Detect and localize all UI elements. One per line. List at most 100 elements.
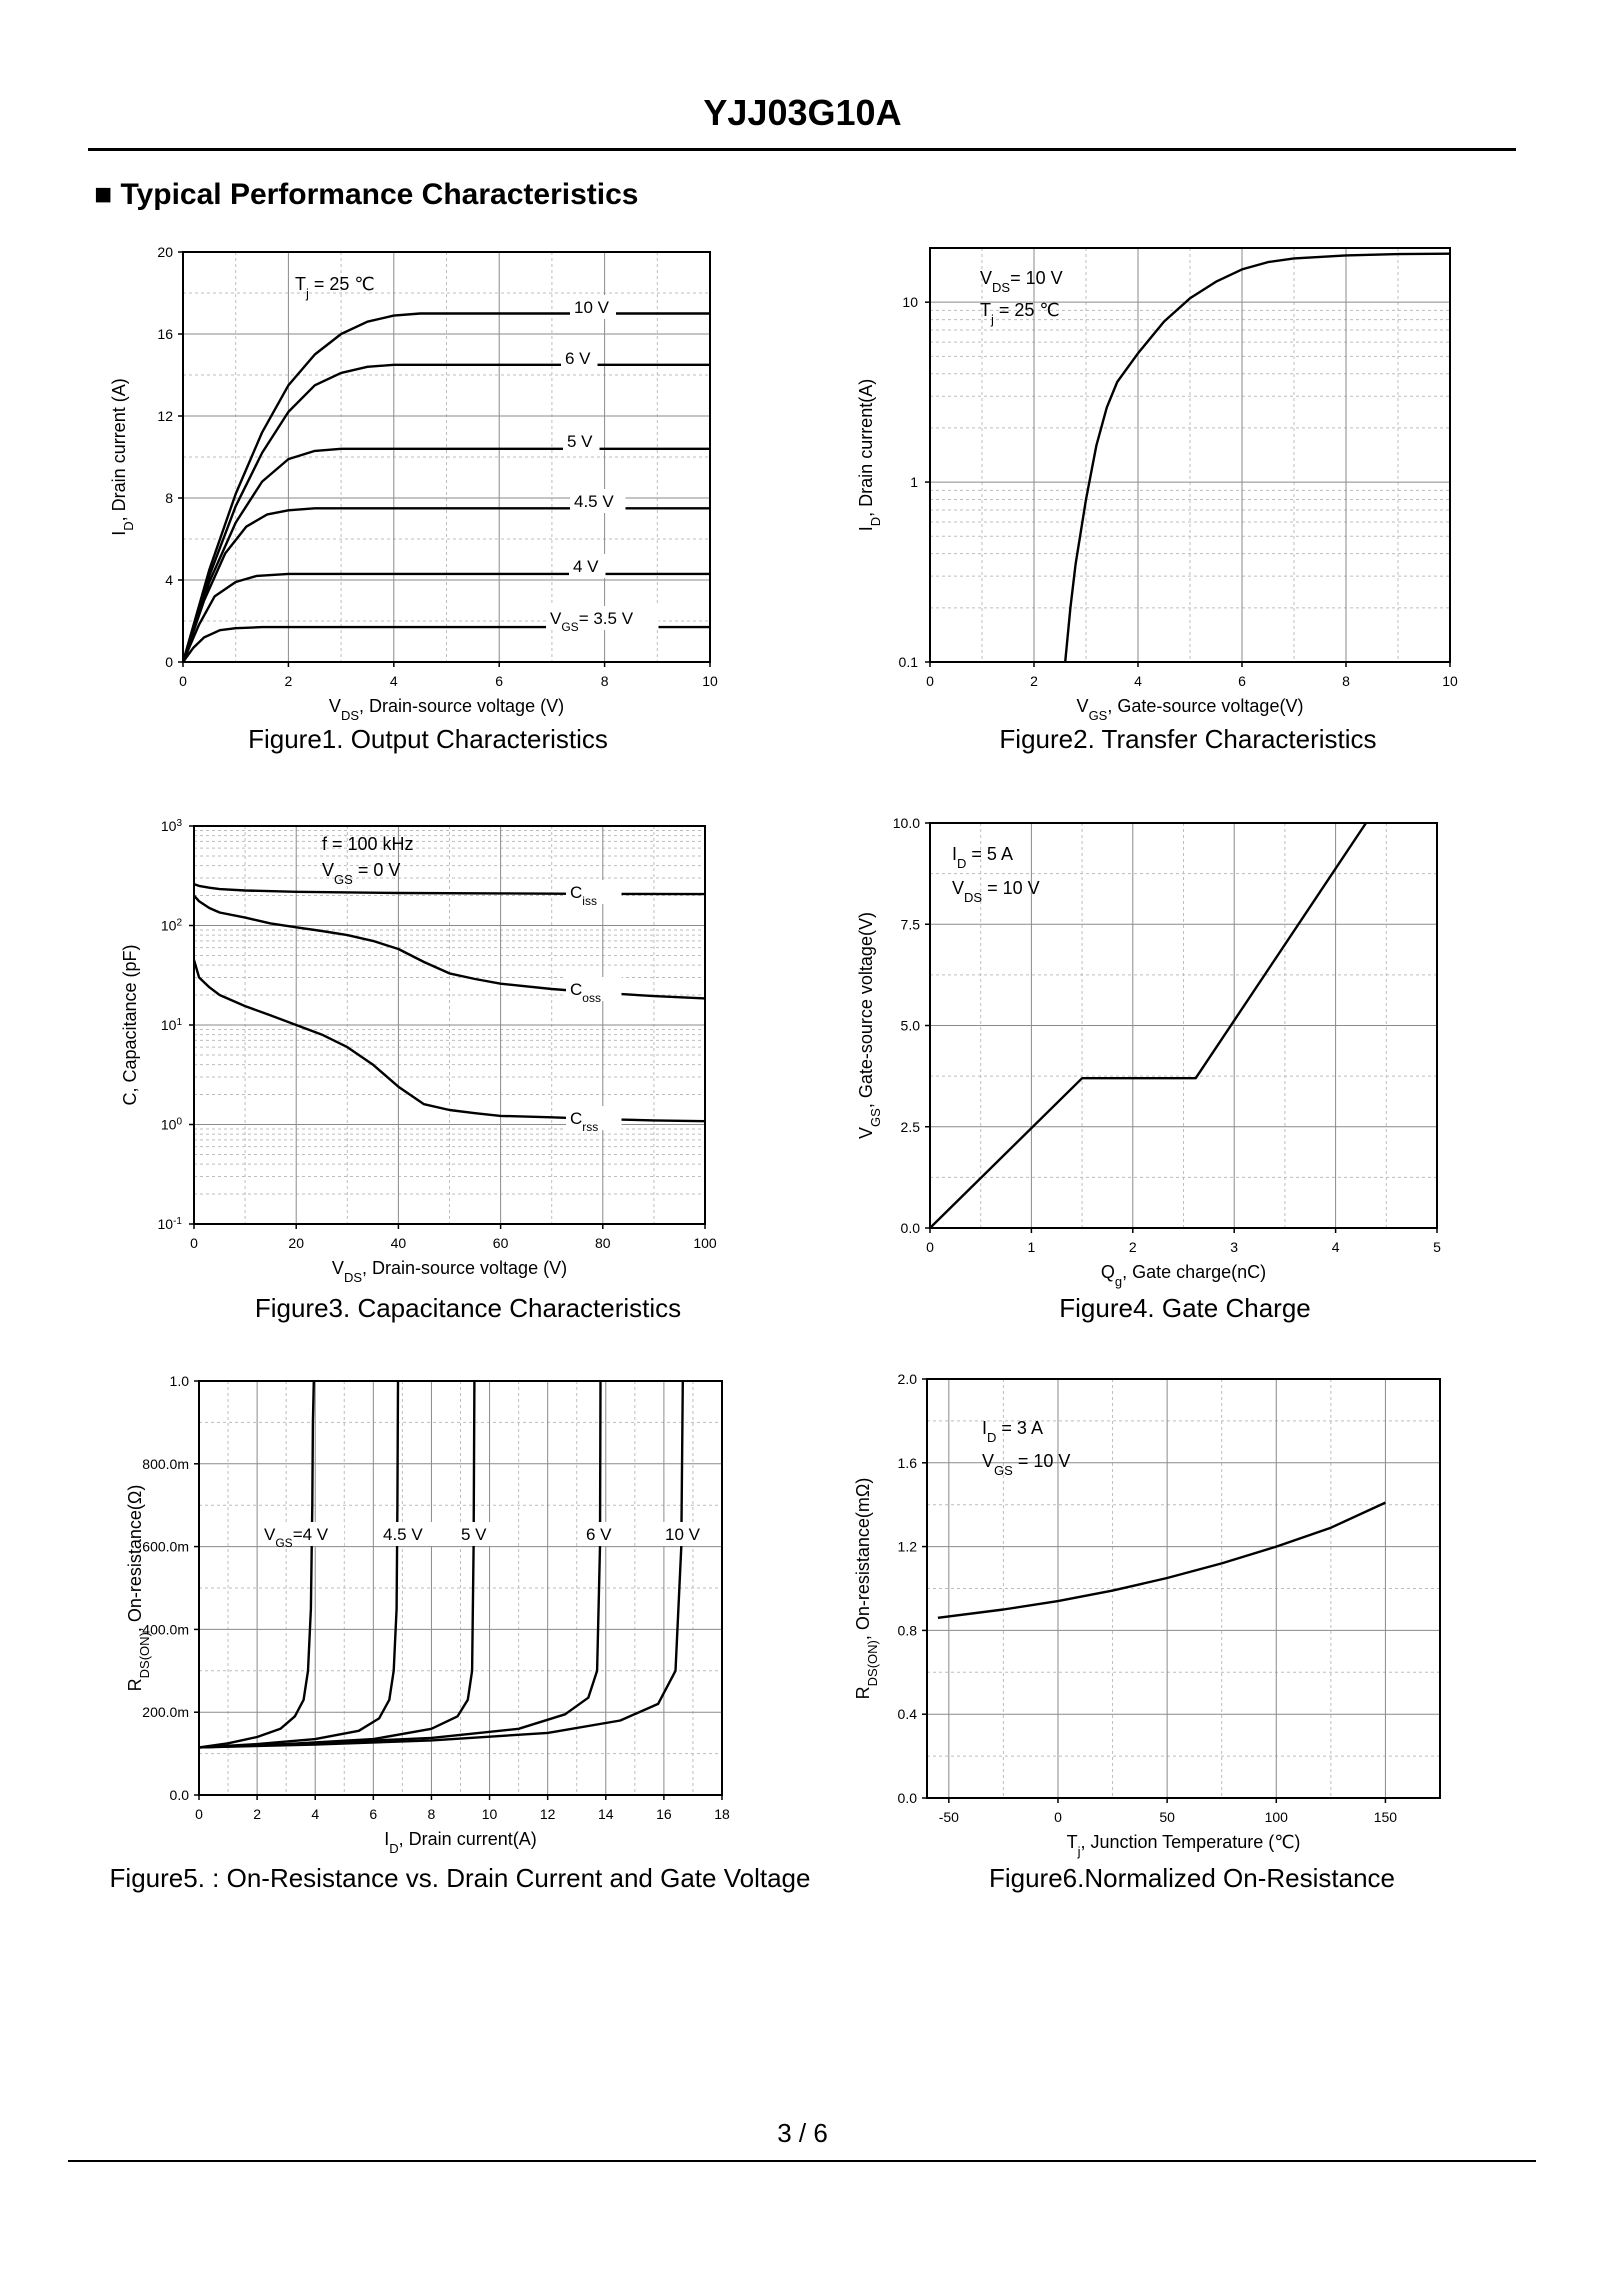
fig3-series-label: Ciss xyxy=(570,883,597,908)
fig3-y-tick-label: 100 xyxy=(161,1116,183,1133)
fig1-series-line xyxy=(182,625,710,663)
fig2-minor-grid xyxy=(930,247,1450,662)
fig5-y-tick-label: 0.0 xyxy=(170,1787,190,1803)
fig1-x-tick-label: 10 xyxy=(702,673,718,689)
fig1-y-tick-label: 0 xyxy=(165,654,173,670)
fig1-series-label: 10 V xyxy=(574,298,610,317)
fig5-x-tick-label: 14 xyxy=(598,1806,614,1822)
fig1-series-label: 5 V xyxy=(567,432,593,451)
fig4-x-tick-label: 4 xyxy=(1332,1239,1340,1255)
fig5-x-axis-label: ID, Drain current(A) xyxy=(384,1829,536,1856)
fig1-x-tick-label: 4 xyxy=(390,673,398,689)
fig3-series-line xyxy=(193,894,706,1000)
fig2-plot-frame xyxy=(929,247,1451,663)
fig6-caption: Figure6.Normalized On-Resistance xyxy=(989,1863,1395,1893)
fig3-series-line xyxy=(192,959,706,1123)
fig2-x-tick-label: 2 xyxy=(1030,673,1038,689)
fig4-y-tick-label: 7.5 xyxy=(901,916,921,932)
fig3-caption: Figure3. Capacitance Characteristics xyxy=(255,1293,681,1323)
fig3-x-tick-label: 0 xyxy=(190,1235,198,1251)
fig2-x-tick-label: 8 xyxy=(1342,673,1350,689)
fig5-y-axis-label: RDS(ON), On-resistance(Ω) xyxy=(125,1485,152,1692)
fig1-series-line xyxy=(181,363,710,663)
fig4-y-tick-label: 10.0 xyxy=(893,815,920,831)
fig1-annotation: Tj = 25 ℃ xyxy=(295,274,375,301)
fig1-series-line xyxy=(181,507,710,663)
fig6-x-tick-label: 100 xyxy=(1265,1809,1289,1825)
fig5-series-line xyxy=(198,1380,684,1749)
fig3-series-label-bg xyxy=(566,880,622,904)
fig1-series-label: 6 V xyxy=(565,349,591,368)
fig1-y-axis-label: ID, Drain current (A) xyxy=(109,378,136,535)
fig1-series-label-bg xyxy=(570,295,616,319)
fig4-chart: 0 1 2 3 4 5 0.0 2.5 5.0 7.5 10.0 Qg, Gate charge(nC… xyxy=(856,815,1441,1323)
fig5-caption: Figure5. : On-Resistance vs. Drain Curre… xyxy=(110,1863,811,1893)
fig4-x-tick-label: 2 xyxy=(1129,1239,1137,1255)
fig6-y-axis-label: RDS(ON), On-resistance(mΩ) xyxy=(853,1478,880,1700)
fig1-series-label-bg xyxy=(569,554,606,578)
fig4-x-tick-label: 1 xyxy=(1028,1239,1036,1255)
fig5-x-tick-label: 4 xyxy=(311,1806,319,1822)
fig2-chart: 0 2 4 6 8 10 0.1 1 10 VGS, Gate-source voltage(V)… xyxy=(856,247,1458,754)
fig4-annotation: VDS = 10 V xyxy=(952,878,1040,905)
fig1-series-label-bg xyxy=(561,346,598,370)
fig5-series-label: VGS=4 V xyxy=(264,1525,329,1550)
fig3-x-tick-label: 80 xyxy=(595,1235,611,1251)
fig3-x-tick-label: 40 xyxy=(391,1235,407,1251)
fig2-series-line xyxy=(1064,252,1451,663)
fig3-series-label: Crss xyxy=(570,1109,598,1134)
fig2-annotation: VDS= 10 V xyxy=(980,268,1063,295)
fig2-x-axis-label: VGS, Gate-source voltage(V) xyxy=(1077,696,1304,723)
fig6-series-line xyxy=(937,1501,1386,1619)
fig1-plot-frame xyxy=(182,251,711,663)
fig5-y-tick-label: 200.0m xyxy=(142,1704,189,1720)
fig6-minor-grid xyxy=(927,1379,1440,1798)
fig6-y-tick-label: 0.4 xyxy=(898,1706,918,1722)
fig6-x-tick-label: -50 xyxy=(939,1809,959,1825)
fig3-x-tick-label: 60 xyxy=(493,1235,509,1251)
fig1-x-axis-label: VDS, Drain-source voltage (V) xyxy=(329,696,564,723)
fig1-series-line xyxy=(181,447,710,663)
fig5-x-tick-label: 16 xyxy=(656,1806,672,1822)
fig6-x-tick-label: 50 xyxy=(1159,1809,1175,1825)
fig5-plot-frame xyxy=(198,1380,723,1796)
fig3-series-line xyxy=(193,883,706,896)
fig3-y-tick-label: 101 xyxy=(161,1017,183,1034)
fig2-x-tick-label: 4 xyxy=(1134,673,1142,689)
fig5-y-tick-label: 600.0m xyxy=(142,1539,189,1555)
fig5-series-line xyxy=(198,1380,602,1749)
fig5-x-tick-label: 18 xyxy=(714,1806,730,1822)
fig6-y-tick-label: 1.6 xyxy=(898,1455,918,1471)
fig4-y-tick-label: 5.0 xyxy=(901,1018,921,1034)
fig5-series-label-bg xyxy=(457,1522,494,1546)
fig3-y-tick-label: 102 xyxy=(161,917,183,934)
fig4-minor-grid xyxy=(930,823,1437,1228)
fig5-series-label-bg xyxy=(379,1522,435,1546)
fig5-series-label: 6 V xyxy=(586,1525,612,1544)
fig1-x-tick-label: 6 xyxy=(495,673,503,689)
fig2-x-tick-label: 6 xyxy=(1238,673,1246,689)
fig3-annotation: f = 100 kHz xyxy=(322,834,414,854)
fig4-x-tick-label: 3 xyxy=(1230,1239,1238,1255)
fig1-y-tick-label: 12 xyxy=(157,408,173,424)
fig1-series-label: 4 V xyxy=(573,557,599,576)
fig1-chart: 0 2 4 6 8 10 0 4 8 12 16 20 VDS, Drain-source voltag… xyxy=(109,244,718,754)
fig5-series-line xyxy=(198,1380,400,1749)
fig6-y-tick-label: 2.0 xyxy=(898,1371,918,1387)
page-number: 3 / 6 xyxy=(777,2118,828,2148)
fig2-annotation: Tj = 25 ℃ xyxy=(980,300,1060,327)
fig1-y-tick-label: 20 xyxy=(157,244,173,260)
fig1-series-label-bg xyxy=(546,606,659,630)
fig1-x-tick-label: 2 xyxy=(285,673,293,689)
fig1-y-tick-label: 16 xyxy=(157,326,173,342)
fig5-y-tick-label: 1.0 xyxy=(170,1373,190,1389)
fig1-x-tick-label: 0 xyxy=(179,673,187,689)
fig3-chart: 0 20 40 60 80 100 10-1 100 101 102 103 VDS, Drain-s… xyxy=(120,818,717,1324)
fig5-series-label: 10 V xyxy=(665,1525,701,1544)
fig2-y-axis-label: ID, Drain current(A) xyxy=(856,379,883,531)
fig5-x-tick-label: 12 xyxy=(540,1806,556,1822)
fig3-y-tick-label: 10-1 xyxy=(158,1216,183,1233)
fig5-y-tick-label: 400.0m xyxy=(142,1621,189,1637)
fig5-y-tick-label: 800.0m xyxy=(142,1456,189,1472)
fig2-y-tick-label: 10 xyxy=(902,294,918,310)
